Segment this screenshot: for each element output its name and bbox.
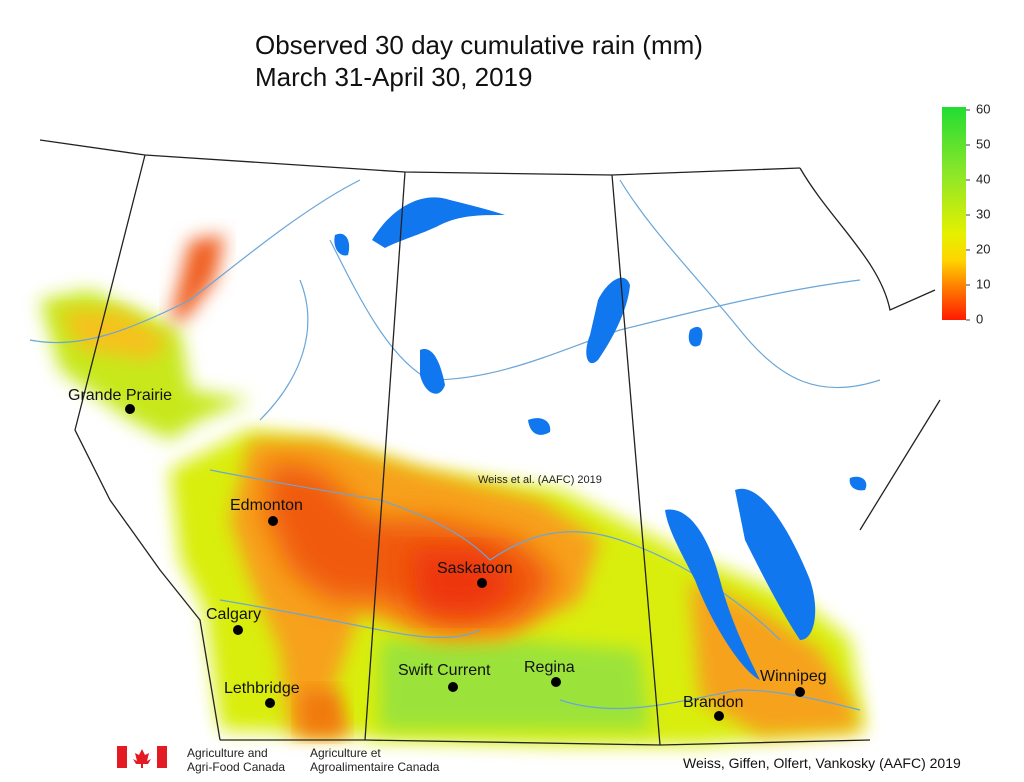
colorbar: 0 10 20 30 40 50 60 xyxy=(942,101,990,326)
city-dot xyxy=(714,711,724,721)
city-dot xyxy=(477,578,487,588)
city-dot xyxy=(233,625,243,635)
lakes xyxy=(334,197,867,680)
colorbar-scale xyxy=(942,107,966,320)
city-label: Winnipeg xyxy=(760,668,827,685)
title-line-1: Observed 30 day cumulative rain (mm) xyxy=(255,30,703,60)
city-label: Swift Current xyxy=(398,662,491,679)
city-dot xyxy=(125,404,135,414)
dept-fr-2: Agroalimentaire Canada xyxy=(310,760,440,774)
city-dot xyxy=(268,516,278,526)
dept-en-2: Agri-Food Canada xyxy=(187,760,285,774)
colorbar-tick-label: 10 xyxy=(976,276,990,291)
city-dot xyxy=(265,698,275,708)
colorbar-tick-label: 40 xyxy=(976,171,990,186)
cities: Grande Prairie Edmonton Saskatoon Calgary Le… xyxy=(68,387,827,721)
rivers xyxy=(29,179,881,711)
canada-flag xyxy=(117,746,167,768)
colorbar-tick-label: 0 xyxy=(976,311,983,326)
dept-fr-1: Agriculture et xyxy=(310,746,381,760)
city-label: Brandon xyxy=(683,694,744,711)
city-label: Lethbridge xyxy=(224,680,300,697)
city-label: Grande Prairie xyxy=(68,387,172,404)
city-label: Regina xyxy=(524,659,575,676)
city-dot xyxy=(551,677,561,687)
colorbar-tick-label: 20 xyxy=(976,241,990,256)
city-label: Calgary xyxy=(206,606,261,623)
city-dot xyxy=(448,682,458,692)
footer: Agriculture and Agri-Food Canada Agricul… xyxy=(117,746,961,774)
dept-en-1: Agriculture and xyxy=(187,746,268,760)
city-dot xyxy=(795,687,805,697)
watermark: Weiss et al. (AAFC) 2019 xyxy=(478,474,602,486)
city-label: Edmonton xyxy=(230,497,303,514)
colorbar-tick-label: 50 xyxy=(976,136,990,151)
colorbar-tick-label: 60 xyxy=(976,101,990,116)
credit: Weiss, Giffen, Olfert, Vankosky (AAFC) 2… xyxy=(683,755,961,771)
title-line-2: March 31-April 30, 2019 xyxy=(255,62,532,92)
colorbar-tick-label: 30 xyxy=(976,206,990,221)
city-label: Saskatoon xyxy=(437,560,513,577)
rain-field xyxy=(40,235,865,745)
borders xyxy=(39,139,941,746)
